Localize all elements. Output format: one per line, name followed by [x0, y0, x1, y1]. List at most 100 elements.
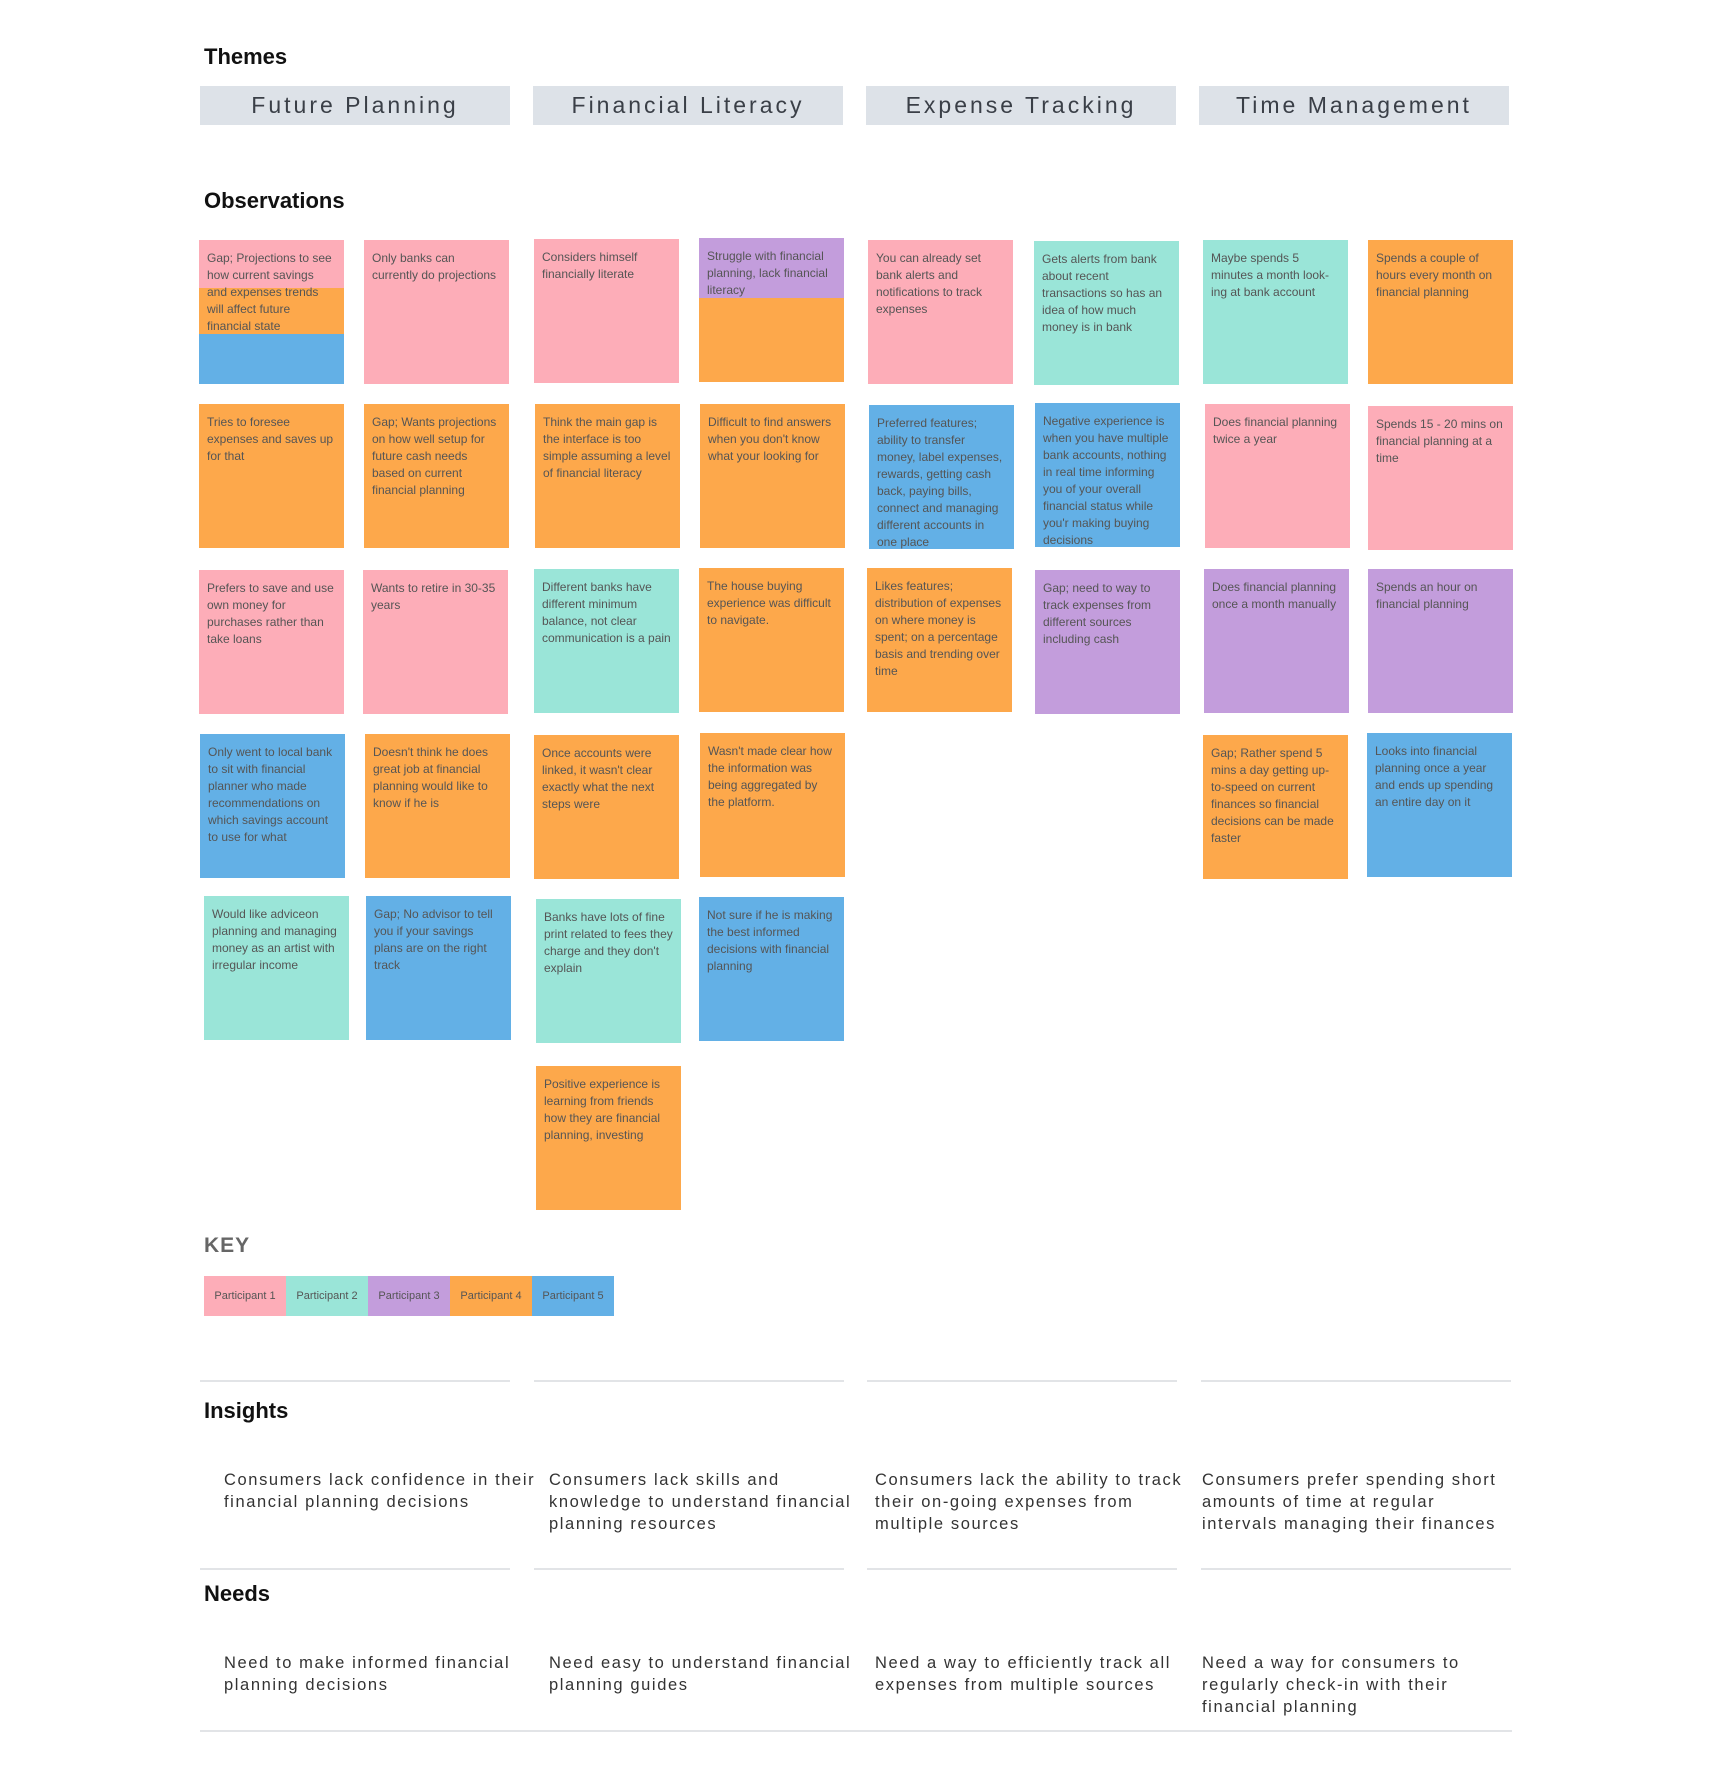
sticky-note: Gap; No advisor to tell you if your savi…	[366, 896, 511, 1040]
theme-time-management: Time Management	[1199, 86, 1509, 125]
sticky-note: Does financial planning twice a year	[1205, 404, 1350, 548]
sticky-note: Positive experience is learning from fri…	[536, 1066, 681, 1210]
sticky-note: Spends an hour on financial planning	[1368, 569, 1513, 713]
sticky-note: Wasn't made clear how the information wa…	[700, 733, 845, 877]
note-text: Gap; Projections to see how current savi…	[207, 251, 332, 333]
note-text: Doesn't think he does great job at finan…	[373, 745, 489, 810]
insights-heading: Insights	[204, 1398, 289, 1423]
note-band-participant-4	[199, 288, 344, 334]
divider	[534, 1380, 844, 1382]
note-text: Does financial planning once a month man…	[1212, 580, 1337, 611]
note-text: Likes features; distribution of expenses…	[875, 579, 1002, 678]
sticky-note: Preferred features; ability to transfer …	[869, 405, 1014, 549]
insight-time-management: Consumers prefer spending short amounts …	[1202, 1471, 1497, 1533]
note-text: Banks have lots of fine print related to…	[544, 910, 673, 975]
note-text: Spends 15 - 20 mins on financial plannin…	[1376, 417, 1503, 465]
note-text: Prefers to save and use own money for pu…	[207, 581, 334, 646]
sticky-note: Would like adviceon planning and managin…	[204, 896, 349, 1040]
note-text: Spends an hour on financial planning	[1376, 580, 1478, 611]
sticky-note: Prefers to save and use own money for pu…	[199, 570, 344, 714]
note-text: Gap; Wants projections on how well setup…	[372, 415, 497, 497]
sticky-note: Gap; Rather spend 5 mins a day getting u…	[1203, 735, 1348, 879]
sticky-note: The house buying experience was difficul…	[699, 568, 844, 712]
note-text: Preferred features; ability to transfer …	[877, 416, 1003, 549]
note-text: Gap; need to way to track expenses from …	[1043, 581, 1152, 646]
insight-future-planning: Consumers lack confidence in their finan…	[224, 1471, 536, 1511]
note-text: Difficult to find answers when you don't…	[708, 415, 832, 463]
note-text: Wants to retire in 30-35 years	[371, 581, 496, 612]
theme-future-planning: Future Planning	[200, 86, 510, 125]
note-text: Only banks can currently do projections	[372, 251, 497, 282]
note-text: Gets alerts from bank about recent trans…	[1042, 252, 1163, 334]
sticky-note: Banks have lots of fine print related to…	[536, 899, 681, 1043]
divider	[200, 1568, 510, 1570]
insight-expense-tracking: Consumers lack the ability to track thei…	[875, 1471, 1183, 1533]
needs-heading: Needs	[204, 1581, 271, 1606]
divider	[200, 1380, 510, 1382]
sticky-note: Spends a couple of hours every month on …	[1368, 240, 1513, 384]
note-text: Gap; No advisor to tell you if your savi…	[374, 907, 493, 972]
observations-heading: Observations	[204, 188, 345, 213]
sticky-note: Think the main gap is the interface is t…	[535, 404, 680, 548]
note-text: Not sure if he is making the best inform…	[707, 908, 833, 973]
sticky-note: Negative experience is when you have mul…	[1035, 403, 1180, 547]
sticky-note: Looks into financial planning once a yea…	[1367, 733, 1512, 877]
note-text: Does financial planning twice a year	[1213, 415, 1338, 446]
note-text: Different banks have different minimum b…	[542, 580, 671, 645]
sticky-note: Gap; Wants projections on how well setup…	[364, 404, 509, 548]
sticky-note: Doesn't think he does great job at finan…	[365, 734, 510, 878]
note-band-participant-4	[699, 298, 844, 382]
sticky-note: Tries to foresee expenses and saves up f…	[199, 404, 344, 548]
sticky-note: Considers himself financially literate	[534, 239, 679, 383]
note-text: Struggle with financial planning, lack f…	[707, 249, 828, 297]
themes-heading: Themes	[204, 44, 288, 69]
divider	[867, 1568, 1177, 1570]
sticky-note: Wants to retire in 30-35 years	[363, 570, 508, 714]
theme-financial-literacy: Financial Literacy	[533, 86, 843, 125]
divider	[534, 1568, 844, 1570]
theme-expense-tracking: Expense Tracking	[866, 86, 1176, 125]
divider	[200, 1730, 1512, 1732]
sticky-note: Difficult to find answers when you don't…	[700, 404, 845, 548]
need-time-management: Need a way for consumers to regularly ch…	[1202, 1654, 1460, 1716]
sticky-note: Spends 15 - 20 mins on financial plannin…	[1368, 406, 1513, 550]
need-future-planning: Need to make informed financial planning…	[224, 1654, 511, 1694]
sticky-note: Gets alerts from bank about recent trans…	[1034, 241, 1179, 385]
sticky-note: Once accounts were linked, it wasn't cle…	[534, 735, 679, 879]
sticky-note: You can already set bank alerts and noti…	[868, 240, 1013, 384]
divider	[1201, 1568, 1511, 1570]
sticky-note: Only went to local bank to sit with fina…	[200, 734, 345, 878]
sticky-note-split: Gap; Projections to see how current savi…	[199, 240, 344, 384]
note-text: Considers himself financially literate	[542, 250, 638, 281]
note-text: Positive experience is learning from fri…	[544, 1077, 661, 1142]
key-heading: KEY	[204, 1234, 251, 1257]
note-text: Would like adviceon planning and managin…	[212, 907, 337, 972]
note-text: Tries to foresee expenses and saves up f…	[207, 415, 334, 463]
note-text: Gap; Rather spend 5 mins a day getting u…	[1211, 746, 1334, 845]
note-text: Negative experience is when you have mul…	[1043, 414, 1169, 547]
note-text: Think the main gap is the interface is t…	[543, 415, 671, 480]
note-text: The house buying experience was difficul…	[707, 579, 831, 627]
sticky-note: Not sure if he is making the best inform…	[699, 897, 844, 1041]
divider	[1201, 1380, 1511, 1382]
note-text: Wasn't made clear how the information wa…	[708, 744, 832, 809]
note-text: Only went to local bank to sit with fina…	[208, 745, 333, 844]
sticky-note: Different banks have different minimum b…	[534, 569, 679, 713]
note-band-participant-3	[699, 238, 844, 298]
key-participant-5: Participant 5	[532, 1276, 614, 1316]
note-band-participant-5	[199, 334, 344, 384]
insight-financial-literacy: Consumers lack skills and knowledge to u…	[549, 1471, 852, 1533]
note-text: Spends a couple of hours every month on …	[1376, 251, 1493, 299]
sticky-note: Likes features; distribution of expenses…	[867, 568, 1012, 712]
key-participant-4: Participant 4	[450, 1276, 532, 1316]
need-expense-tracking: Need a way to efficiently track all expe…	[875, 1654, 1171, 1694]
need-financial-literacy: Need easy to understand financial planni…	[549, 1654, 852, 1694]
sticky-note: Gap; need to way to track expenses from …	[1035, 570, 1180, 714]
key-participant-2: Participant 2	[286, 1276, 368, 1316]
key-participant-3: Participant 3	[368, 1276, 450, 1316]
sticky-note: Only banks can currently do projections	[364, 240, 509, 384]
sticky-note: Maybe spends 5 minutes a month look-ing …	[1203, 240, 1348, 384]
note-band-participant-1	[199, 240, 344, 288]
note-text: You can already set bank alerts and noti…	[876, 251, 983, 316]
key-participant-1: Participant 1	[204, 1276, 286, 1316]
